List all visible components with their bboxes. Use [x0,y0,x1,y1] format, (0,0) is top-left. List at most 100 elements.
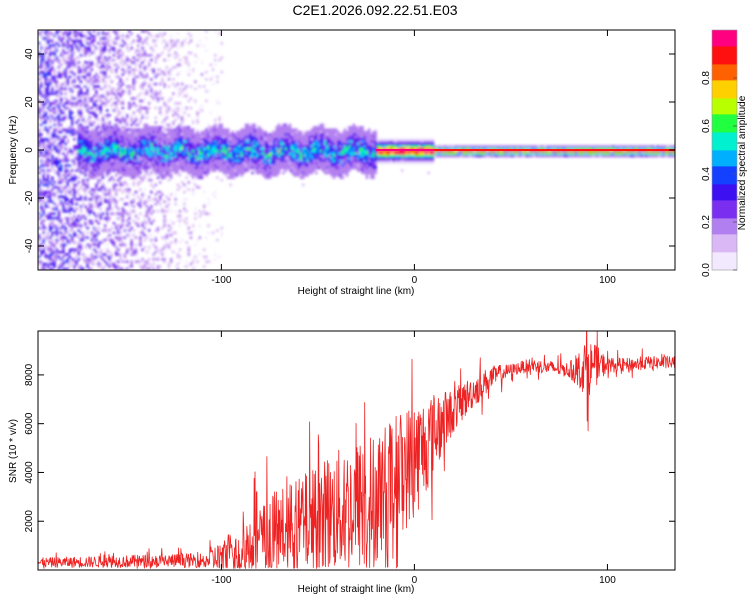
heatmap-cell [84,78,87,81]
heatmap-cell [255,157,259,160]
heatmap-cell [110,70,113,74]
heatmap-cell [40,66,43,69]
heatmap-cell [51,234,54,237]
heatmap-cell [108,205,111,208]
heatmap-cell [205,164,208,167]
heatmap-cell [84,145,87,148]
heatmap-cell [73,34,76,38]
heatmap-cell [165,236,168,239]
heatmap-cell [42,226,45,230]
heatmap-cell [82,166,85,170]
heatmap-cell [194,171,197,175]
heatmap-cell [293,157,296,160]
heatmap-cell [93,87,96,91]
heatmap-cell [297,152,300,155]
heatmap-cell [134,109,138,112]
heatmap-cell [192,152,195,155]
heatmap-cell [214,150,217,153]
heatmap-cell [324,130,327,134]
heatmap-cell [38,178,41,182]
heatmap-cell [86,66,89,69]
heatmap-cell [93,49,96,52]
heatmap-cell [77,248,80,251]
heatmap-cell [156,159,160,163]
heatmap-cell [150,94,153,98]
heatmap-cell [255,145,259,148]
heatmap-cell [302,135,305,139]
heatmap-cell [128,30,131,33]
heatmap-cell [51,85,54,88]
heatmap-cell [88,212,91,215]
heatmap-cell [163,260,166,263]
heatmap-cell [77,157,80,160]
heatmap-cell [90,63,94,67]
heatmap-cell [68,114,72,117]
heatmap-cell [156,133,160,136]
heatmap-cell [255,140,259,143]
heatmap-cell [156,226,160,230]
heatmap-cell [88,58,91,62]
heatmap-cell [95,205,98,208]
heatmap-cell [86,37,89,40]
heatmap-cell [203,212,206,215]
heatmap-cell [38,123,41,127]
heatmap-cell [106,94,109,98]
heatmap-cell [73,231,76,235]
heatmap-cell [251,150,254,153]
heatmap-cell [216,126,219,129]
heatmap-cell [214,58,217,62]
heatmap-cell [192,145,195,148]
heatmap-cell [40,152,43,155]
heatmap-cell [79,217,83,220]
heatmap-cell [154,174,157,177]
heatmap-cell [192,159,195,163]
heatmap-cell [198,44,201,47]
heatmap-cell [167,147,171,151]
heatmap-cell [152,258,155,261]
heatmap-cell [143,106,146,110]
heatmap-cell [132,138,135,141]
heatmap-cell [119,171,122,175]
heatmap-cell [225,135,228,139]
heatmap-cell [229,169,232,172]
heatmap-cell [101,135,105,139]
heatmap-cell [145,150,149,153]
heatmap-cell [262,154,265,158]
heatmap-cell [90,166,94,170]
heatmap-cell [167,224,171,227]
heatmap-cell [282,138,285,141]
heatmap-cell [73,210,76,213]
heatmap-cell [194,87,197,91]
heatmap-cell [64,210,67,213]
heatmap-cell [297,171,300,175]
heatmap-cell [258,154,261,158]
heatmap-cell [126,157,129,160]
heatmap-cell [42,94,45,98]
heatmap-cell [128,147,131,151]
heatmap-cell [132,229,135,232]
heatmap-cell [145,200,149,203]
heatmap-cell [101,121,105,124]
heatmap-cell [159,171,162,175]
heatmap-cell [139,106,142,110]
heatmap-cell [51,58,54,62]
heatmap-cell [240,142,243,146]
heatmap-cell [66,198,69,201]
heatmap-cell [176,262,179,266]
heatmap-cell [262,174,265,177]
heatmap-cell [152,128,155,131]
heatmap-cell [134,243,138,247]
heatmap-cell [108,61,111,64]
heatmap-cell [343,135,347,139]
heatmap-cell [339,145,342,148]
heatmap-cell [104,102,107,105]
heatmap-cell [317,162,320,165]
heatmap-cell [49,68,52,71]
heatmap-cell [97,61,100,64]
heatmap-cell [82,126,85,129]
heatmap-cell [75,262,78,266]
heatmap-cell [110,169,113,172]
heatmap-cell [86,135,89,139]
heatmap-cell [141,159,144,163]
heatmap-cell [293,171,296,175]
